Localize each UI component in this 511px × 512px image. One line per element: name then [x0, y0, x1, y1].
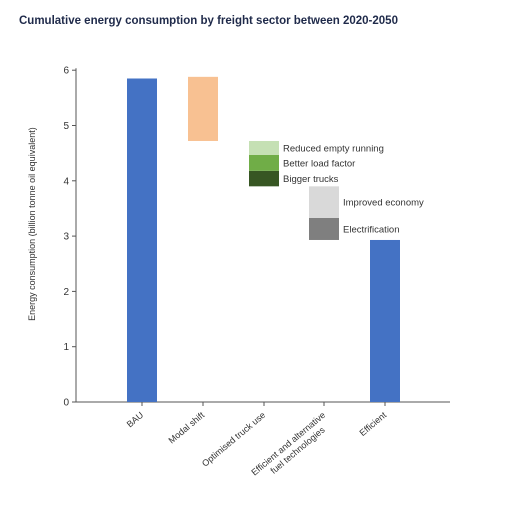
- x-tick-label-line: Optimised truck use: [200, 410, 267, 469]
- x-tick-label-line: Modal shift: [167, 410, 207, 446]
- bar-segment-reduced-empty-running: [249, 140, 279, 155]
- bar-segment-electrification: [309, 217, 339, 240]
- segment-label: Reduced empty running: [283, 143, 384, 154]
- y-axis-title: Energy consumption (billion tonne oil eq…: [27, 127, 37, 321]
- y-tick-label: 4: [63, 176, 69, 187]
- bar-bau: [127, 78, 157, 403]
- bar-segment-bigger-trucks: [249, 170, 279, 187]
- segment-label: Electrification: [343, 224, 400, 235]
- y-tick-label: 2: [63, 287, 69, 298]
- y-tick-label: 3: [63, 232, 69, 243]
- y-tick-label: 1: [63, 342, 69, 353]
- y-tick-label: 0: [63, 398, 69, 409]
- bar-efficient: [370, 239, 400, 402]
- x-tick-label: Efficient: [357, 410, 388, 438]
- segment-label: Bigger trucks: [283, 174, 339, 185]
- x-tick-label: BAU: [125, 410, 146, 430]
- chart-title: Cumulative energy consumption by freight…: [19, 15, 398, 27]
- x-tick-label-line: Efficient: [357, 410, 388, 438]
- segment-label: Improved economy: [343, 198, 424, 209]
- x-tick-label: Modal shift: [167, 410, 207, 446]
- x-tick-label: Optimised truck use: [200, 410, 267, 469]
- bar-segment-better-load-factor: [249, 154, 279, 171]
- y-tick-label: 5: [63, 121, 69, 132]
- x-tick-label-line: BAU: [125, 410, 146, 430]
- y-tick-label: 6: [63, 66, 69, 77]
- segment-label: Better load factor: [283, 158, 355, 169]
- bar-modal-shift: [188, 76, 218, 141]
- bar-segment-improved-economy: [309, 186, 339, 218]
